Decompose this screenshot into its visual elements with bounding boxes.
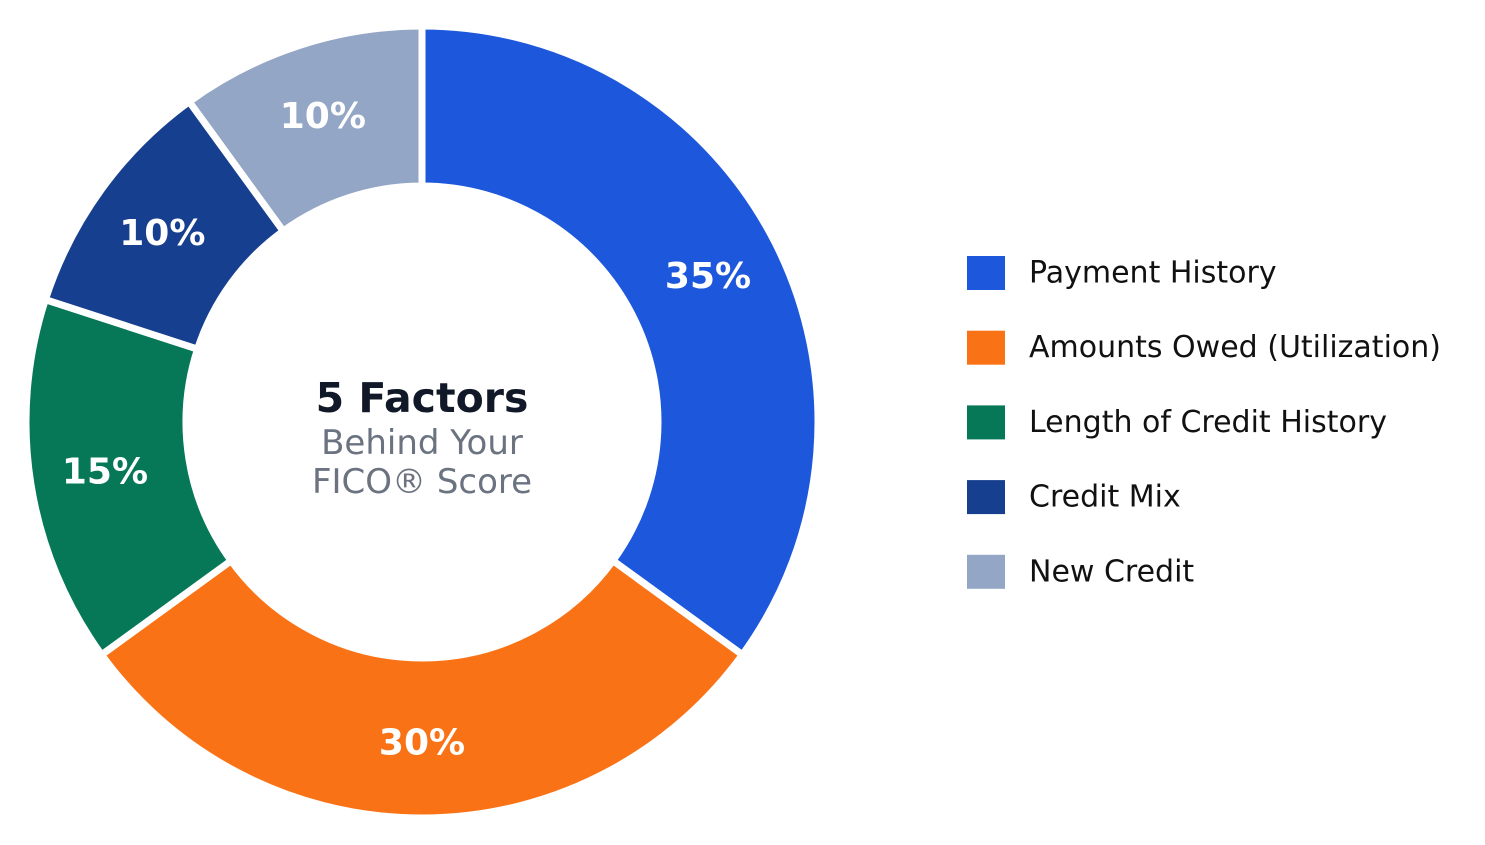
legend-label: Length of Credit History [1029,405,1387,440]
legend-swatch [967,480,1005,515]
center-title: 5 Factors [316,374,529,422]
donut-center-text: 5 Factors Behind Your FICO® Score [312,374,532,502]
slice-value-label-new-credit: 10% [280,96,366,137]
legend-item-payment-history: Payment History [967,256,1277,291]
slice-length-of-credit-history [22,295,236,660]
legend-label: Amounts Owed (Utilization) [1029,330,1441,365]
legend-swatch [967,554,1005,589]
slice-payment-history [418,22,822,660]
slice-new-credit [184,22,426,236]
slice-value-label-amounts-owed-utilization: 30% [379,723,465,764]
legend-item-amounts-owed-utilization: Amounts Owed (Utilization) [967,330,1441,365]
legend-item-length-of-credit-history: Length of Credit History [967,405,1387,440]
legend-swatch [967,330,1005,365]
chart-legend: Payment History Amounts Owed (Utilization… [967,256,1441,589]
legend-item-new-credit: New Credit [967,554,1194,589]
legend-swatch [967,405,1005,440]
slice-amounts-owed-utilization [96,555,748,822]
legend-label: Payment History [1029,256,1277,291]
legend-item-credit-mix: Credit Mix [967,480,1181,515]
slice-value-label-credit-mix: 10% [119,213,205,254]
legend-label: New Credit [1029,554,1194,589]
center-subtitle-line1: Behind Your [321,423,523,463]
slice-value-label-length-of-credit-history: 15% [62,452,148,493]
legend-label: Credit Mix [1029,480,1181,515]
donut-slices [22,22,822,822]
slice-labels: 35% 30% 15% 10% 10% [62,96,751,763]
legend-swatch [967,256,1005,290]
center-subtitle-line2: FICO® Score [312,462,532,502]
slice-value-label-payment-history: 35% [665,256,751,297]
